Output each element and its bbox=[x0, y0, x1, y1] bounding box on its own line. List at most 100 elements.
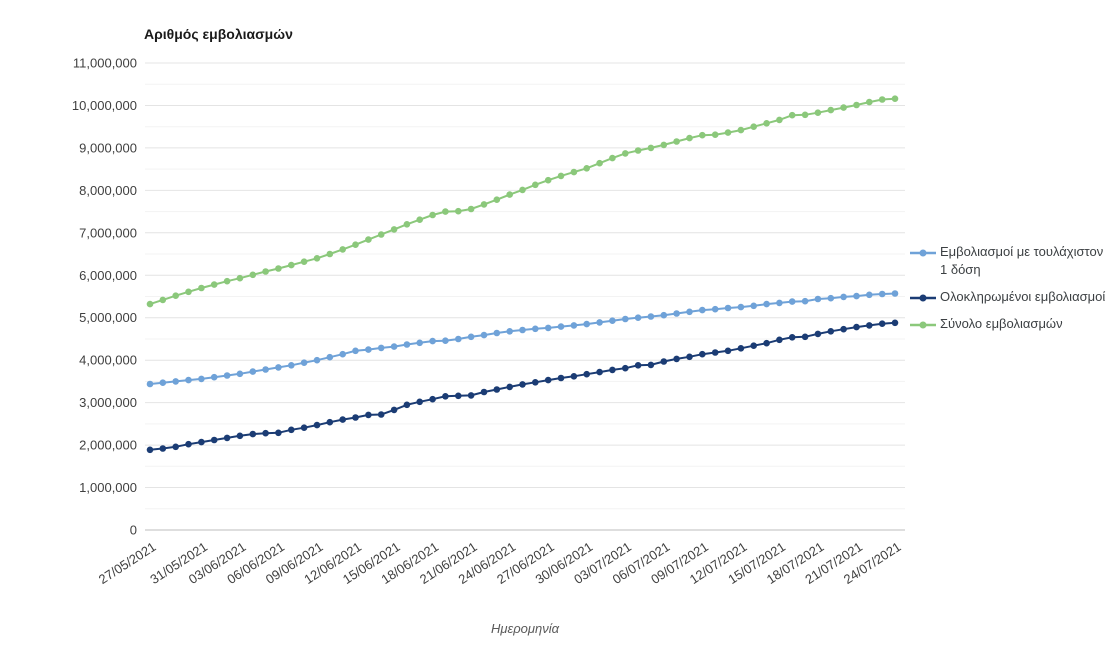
data-point bbox=[326, 353, 334, 361]
data-point bbox=[711, 305, 719, 313]
y-tick-label: 9,000,000 bbox=[79, 140, 137, 155]
legend-dot bbox=[919, 321, 927, 329]
data-point bbox=[647, 313, 655, 320]
data-point bbox=[519, 381, 526, 388]
data-point bbox=[532, 181, 539, 189]
data-point bbox=[288, 426, 295, 434]
legend-dot bbox=[919, 249, 927, 257]
data-point bbox=[622, 315, 629, 323]
data-point bbox=[506, 328, 513, 335]
data-point bbox=[339, 350, 347, 358]
data-point bbox=[365, 346, 372, 353]
x-axis-labels: 27/05/202131/05/202103/06/202106/06/2021… bbox=[96, 539, 904, 587]
y-tick-label: 3,000,000 bbox=[79, 395, 137, 410]
data-point bbox=[506, 383, 513, 391]
legend-label: Εμβολιασμοί με τουλάχιστον 1 δόση bbox=[940, 244, 1104, 277]
y-tick-label: 8,000,000 bbox=[79, 183, 137, 198]
data-point bbox=[467, 392, 475, 399]
y-tick-label: 4,000,000 bbox=[79, 353, 137, 368]
data-point bbox=[455, 335, 462, 343]
data-point bbox=[853, 292, 860, 300]
data-point bbox=[300, 424, 308, 432]
data-point bbox=[699, 350, 706, 358]
data-point bbox=[429, 337, 436, 345]
data-point bbox=[827, 294, 835, 302]
data-point bbox=[262, 429, 269, 437]
data-point bbox=[891, 319, 899, 327]
data-point bbox=[429, 211, 436, 219]
data-point bbox=[467, 333, 475, 341]
data-point bbox=[609, 317, 616, 325]
data-point bbox=[776, 299, 783, 307]
data-point bbox=[840, 293, 847, 301]
data-point bbox=[210, 373, 218, 381]
data-point bbox=[699, 131, 706, 139]
data-point bbox=[853, 323, 860, 331]
data-point bbox=[583, 370, 590, 378]
data-point bbox=[711, 131, 719, 138]
series-1 bbox=[146, 319, 899, 454]
data-point bbox=[634, 362, 642, 369]
data-point bbox=[660, 141, 668, 149]
data-point bbox=[172, 378, 179, 385]
data-point bbox=[326, 250, 334, 258]
data-point bbox=[557, 172, 565, 180]
legend-item-0: Εμβολιασμοί με τουλάχιστον 1 δόση bbox=[910, 243, 1106, 279]
data-point bbox=[737, 126, 745, 134]
data-point bbox=[711, 349, 719, 356]
data-point bbox=[365, 236, 372, 243]
data-point bbox=[737, 303, 745, 311]
data-point bbox=[686, 134, 693, 142]
data-point bbox=[416, 398, 424, 406]
data-point bbox=[339, 246, 347, 253]
data-point bbox=[891, 290, 899, 297]
data-point bbox=[827, 106, 835, 114]
data-point bbox=[185, 376, 192, 384]
legend-marker-icon bbox=[910, 294, 936, 302]
data-point bbox=[609, 366, 616, 374]
data-point bbox=[840, 325, 847, 333]
data-point bbox=[480, 331, 488, 339]
x-tick-label: 27/05/2021 bbox=[96, 539, 159, 587]
data-point bbox=[532, 325, 539, 333]
data-point bbox=[622, 364, 629, 372]
data-point bbox=[750, 302, 757, 310]
data-point bbox=[455, 207, 462, 215]
data-point bbox=[634, 314, 642, 322]
data-point bbox=[763, 339, 770, 347]
data-point bbox=[699, 306, 706, 314]
data-point bbox=[570, 373, 578, 380]
data-point bbox=[390, 406, 398, 414]
data-point bbox=[365, 411, 372, 419]
legend-item-2: Σύνολο εμβολιασμών bbox=[910, 315, 1106, 333]
data-point bbox=[236, 432, 244, 440]
data-point bbox=[262, 366, 269, 373]
data-point bbox=[467, 205, 475, 213]
data-point bbox=[403, 401, 411, 409]
y-axis-labels: 0 1,000,000 2,000,000 3,000,000 4,000,000 5,0… bbox=[72, 56, 137, 538]
data-point bbox=[416, 216, 424, 223]
data-point bbox=[288, 261, 295, 269]
data-point bbox=[300, 359, 308, 367]
x-axis-title: Ημερομηνία bbox=[490, 621, 560, 636]
data-point bbox=[596, 319, 603, 326]
data-point bbox=[249, 368, 257, 375]
data-point bbox=[403, 221, 411, 228]
data-point bbox=[442, 393, 449, 400]
data-point bbox=[172, 443, 179, 451]
data-point bbox=[686, 308, 693, 316]
data-point bbox=[840, 104, 847, 111]
data-point bbox=[377, 344, 385, 352]
data-point bbox=[609, 154, 616, 162]
data-point bbox=[622, 150, 629, 157]
data-point bbox=[339, 416, 347, 423]
data-point bbox=[827, 328, 835, 335]
data-point bbox=[313, 254, 321, 262]
data-point bbox=[673, 310, 680, 317]
data-point bbox=[159, 379, 167, 387]
series-line bbox=[149, 97, 896, 306]
legend-marker-icon bbox=[910, 321, 936, 329]
data-point bbox=[159, 445, 167, 452]
data-point bbox=[660, 358, 668, 365]
